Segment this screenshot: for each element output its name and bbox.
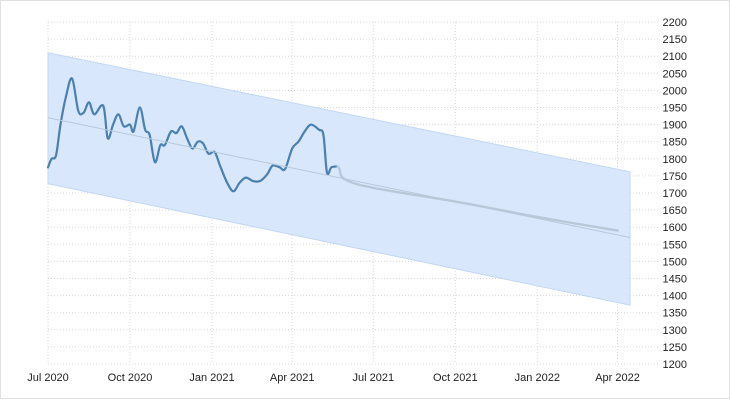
x-tick-label: Jan 2021	[189, 372, 234, 384]
y-tick-label: 1850	[663, 137, 687, 149]
y-tick-label: 1450	[663, 274, 687, 286]
y-tick-label: 1350	[663, 308, 687, 320]
series-layer	[46, 77, 631, 238]
forecast-line	[336, 165, 619, 232]
x-tick-label: Jul 2021	[353, 372, 395, 384]
y-tick-label: 1200	[663, 359, 687, 371]
x-axis-labels: Jul 2020 Oct 2020 Jan 2021 Apr 2021 Jul 2021…	[27, 372, 640, 384]
confidence-band	[47, 52, 631, 306]
y-tick-label: 1400	[663, 291, 687, 303]
y-axis-labels: 1200 1250 1300 1350 1400 1450 1500 1550 1600 1650…	[663, 17, 687, 371]
y-tick-label: 1800	[663, 154, 687, 166]
y-tick-label: 2050	[663, 68, 687, 80]
y-tick-label: 1700	[663, 188, 687, 200]
y-tick-label: 1750	[663, 171, 687, 183]
x-tick-label: Jul 2020	[27, 372, 69, 384]
x-tick-label: Jan 2022	[515, 372, 560, 384]
y-tick-label: 2150	[663, 34, 687, 46]
x-tick-label: Oct 2021	[433, 372, 478, 384]
x-tick-label: Oct 2020	[108, 372, 153, 384]
x-tick-label: Apr 2022	[595, 372, 640, 384]
y-tick-label: 1600	[663, 222, 687, 234]
y-tick-label: 1250	[663, 342, 687, 354]
price-line	[46, 77, 339, 193]
y-tick-label: 1500	[663, 256, 687, 268]
y-tick-label: 1300	[663, 325, 687, 337]
y-tick-label: 2000	[663, 85, 687, 97]
y-tick-label: 1950	[663, 103, 687, 115]
confidence-band-layer	[47, 52, 631, 306]
y-tick-label: 1900	[663, 120, 687, 132]
y-tick-label: 2200	[663, 17, 687, 29]
y-tick-label: 1650	[663, 205, 687, 217]
trend-line	[47, 117, 631, 238]
x-tick-label: Apr 2021	[270, 372, 315, 384]
y-tick-label: 1550	[663, 239, 687, 251]
y-tick-label: 2100	[663, 51, 687, 63]
